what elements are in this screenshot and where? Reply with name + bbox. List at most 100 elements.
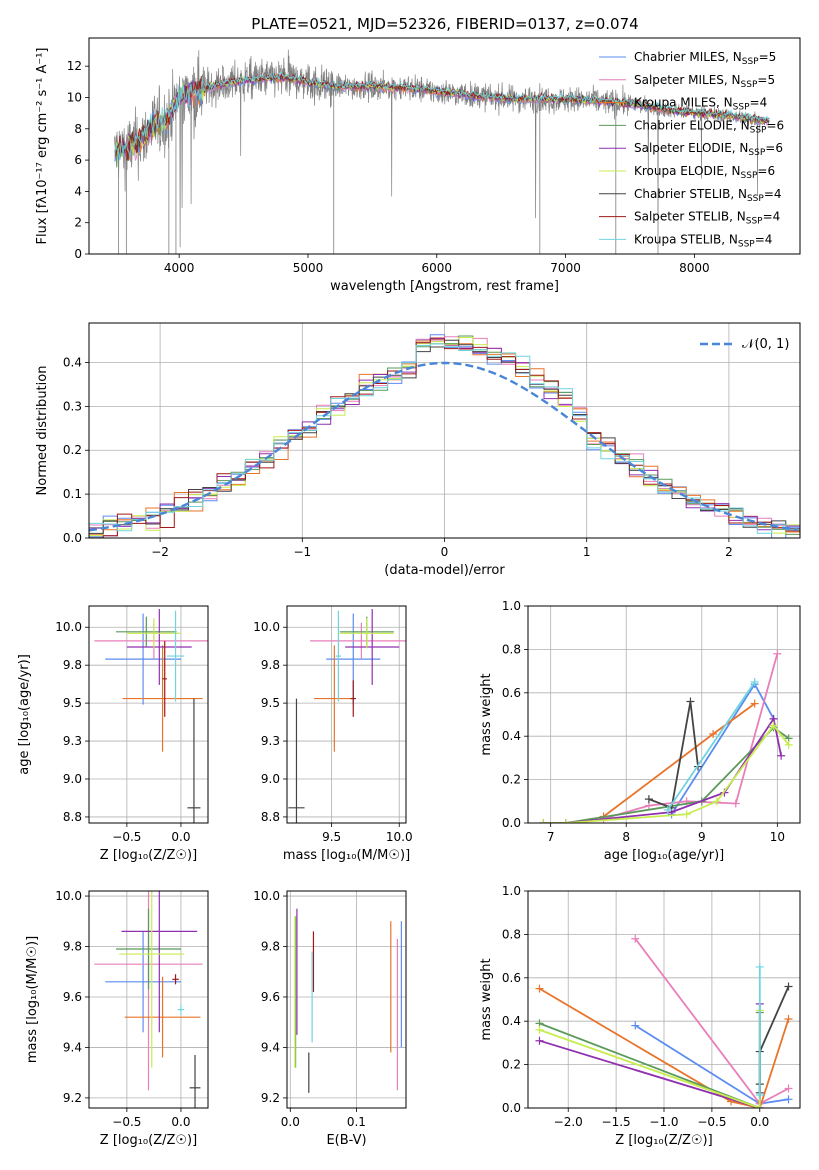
series-line — [543, 726, 790, 823]
y-tick-label: 0.2 — [502, 1058, 521, 1072]
x-tick-label: 4000 — [164, 261, 195, 275]
axes-frame — [88, 37, 801, 255]
data-point-marker — [784, 1015, 793, 1024]
y-tick-label: 0.0 — [502, 816, 521, 830]
plot-area — [294, 908, 402, 1093]
data-point-marker — [777, 751, 786, 760]
panel-weight_vs_Z: −2.0 −1.5 −1.0 −0.5 0.0 0.0 0.2 0.4 0.6 0.8 1.0 Z [… — [479, 884, 801, 1148]
x-axis-label: E(B-V) — [326, 1133, 366, 1148]
x-tick-label: 10.0 — [386, 830, 413, 844]
axes-frame — [527, 890, 801, 1109]
y-tick-label: 1.0 — [502, 599, 521, 613]
y-tick-label: 9.6 — [63, 990, 82, 1004]
axes-frame — [88, 890, 209, 1109]
x-tick-label: 0.0 — [171, 1115, 190, 1129]
x-tick-label: 6000 — [421, 261, 452, 275]
y-tick-label: 9.5 — [261, 696, 280, 710]
y-tick-label: 0.8 — [502, 642, 521, 656]
data-point-marker — [750, 699, 759, 708]
plot-area — [94, 891, 203, 1108]
panel-mass_vs_ebv: 0.0 0.1 9.2 9.4 9.6 9.8 10.0 E(B-V) — [253, 889, 407, 1148]
axes-frame — [88, 322, 801, 539]
plot-area — [89, 334, 800, 538]
y-tick-label: 1.0 — [502, 884, 521, 898]
plot-area — [94, 609, 208, 823]
figure-title: PLATE=0521, MJD=52326, FIBERID=0137, z=0… — [251, 15, 638, 33]
y-tick-label: 9.0 — [261, 772, 280, 786]
x-tick-label: 8 — [622, 830, 630, 844]
model-spectrum-line — [114, 70, 770, 160]
y-tick-label: 0.6 — [502, 686, 521, 700]
y-tick-label: 4 — [74, 184, 82, 198]
panels: 4000 5000 6000 7000 8000024681012wavelength … — [17, 37, 801, 1148]
series-line — [667, 681, 756, 811]
model-spectrum-line — [114, 72, 770, 161]
axes-frame — [286, 605, 407, 824]
legend-label: Chabrier MILES, NSSP=5 — [634, 50, 776, 67]
y-tick-label: 9.6 — [261, 990, 280, 1004]
plot-area — [535, 934, 793, 1108]
legend-label: 𝒩(0, 1) — [742, 337, 789, 352]
data-point-marker — [631, 934, 640, 943]
legend-label: Salpeter STELIB, NSSP=4 — [634, 210, 780, 227]
plot-area — [539, 649, 793, 823]
x-tick-label: −0.5 — [697, 1115, 726, 1129]
y-tick-label: 9.5 — [63, 696, 82, 710]
x-tick-label: 5000 — [293, 261, 324, 275]
data-point-marker — [784, 1084, 793, 1093]
data-point-marker — [773, 649, 782, 658]
x-tick-label: −2.0 — [554, 1115, 583, 1129]
plot-area — [114, 49, 770, 254]
y-tick-label: 8.8 — [63, 810, 82, 824]
series-line — [539, 987, 790, 1108]
y-tick-label: 9.4 — [261, 1040, 280, 1054]
legend-count: =4 — [755, 232, 773, 246]
panel-spectrum: 4000 5000 6000 7000 8000 0 2 4 6 8 10 12 wavelength … — [35, 37, 801, 294]
y-axis-label: age [log₁₀(age/yr)] — [17, 654, 32, 775]
y-tick-label: 9.4 — [63, 1040, 82, 1054]
y-tick-label: 10.0 — [55, 620, 82, 634]
panel-mass_vs_Z: −0.5 0.0 9.2 9.4 9.6 9.8 10.0 Z [log₁₀(Z/Z☉)] ma… — [25, 889, 209, 1148]
x-tick-label: −1.0 — [649, 1115, 678, 1129]
x-tick-label: 0.1 — [347, 1115, 366, 1129]
legend-subscript: SSP — [742, 57, 759, 67]
data-point-marker — [755, 1090, 764, 1099]
data-point-marker — [709, 730, 718, 739]
data-point-marker — [769, 721, 778, 730]
series-line — [648, 701, 699, 810]
legend-label: Kroupa ELODIE, NSSP=6 — [634, 164, 775, 181]
data-point-marker — [535, 1036, 544, 1045]
y-tick-label: 9.3 — [63, 734, 82, 748]
y-axis-label: mass weight — [479, 673, 494, 755]
x-tick-label: 7 — [547, 830, 555, 844]
plot-area — [288, 609, 406, 823]
x-tick-label: 2 — [725, 545, 733, 559]
legend-label: Salpeter ELODIE, NSSP=6 — [634, 141, 783, 158]
data-point-marker — [755, 962, 764, 971]
y-tick-label: 2 — [74, 216, 82, 230]
x-tick-label: −0.5 — [112, 1115, 141, 1129]
x-tick-label: −1 — [293, 545, 311, 559]
legend-count: =4 — [764, 187, 782, 201]
y-tick-label: 9.2 — [261, 1091, 280, 1105]
x-axis-label: mass [log₁₀(M/M☉)] — [283, 848, 410, 863]
x-axis-label: wavelength [Angstrom, rest frame] — [330, 279, 559, 294]
legend-subscript: SSP — [738, 239, 755, 249]
y-tick-label: 0.4 — [502, 729, 521, 743]
data-point-marker — [535, 1025, 544, 1034]
data-point-marker — [682, 810, 691, 819]
data-point-marker — [535, 984, 544, 993]
data-point-marker — [686, 697, 695, 706]
x-axis-label: Z [log₁₀(Z/Z☉)] — [100, 1133, 197, 1148]
y-tick-label: 9.2 — [63, 1091, 82, 1105]
data-point-marker — [784, 982, 793, 991]
x-tick-label: 7000 — [550, 261, 581, 275]
legend-count: =5 — [759, 50, 777, 64]
y-tick-label: 9.8 — [63, 658, 82, 672]
legend-count: =6 — [757, 164, 775, 178]
x-axis-label: (data-model)/error — [384, 563, 505, 578]
panel-weight_vs_age: 7 8 9 10 0.0 0.2 0.4 0.6 0.8 1.0 age [log₁₀(age/yr… — [479, 599, 801, 863]
y-tick-label: 10.0 — [253, 889, 280, 903]
x-tick-label: 9 — [698, 830, 706, 844]
